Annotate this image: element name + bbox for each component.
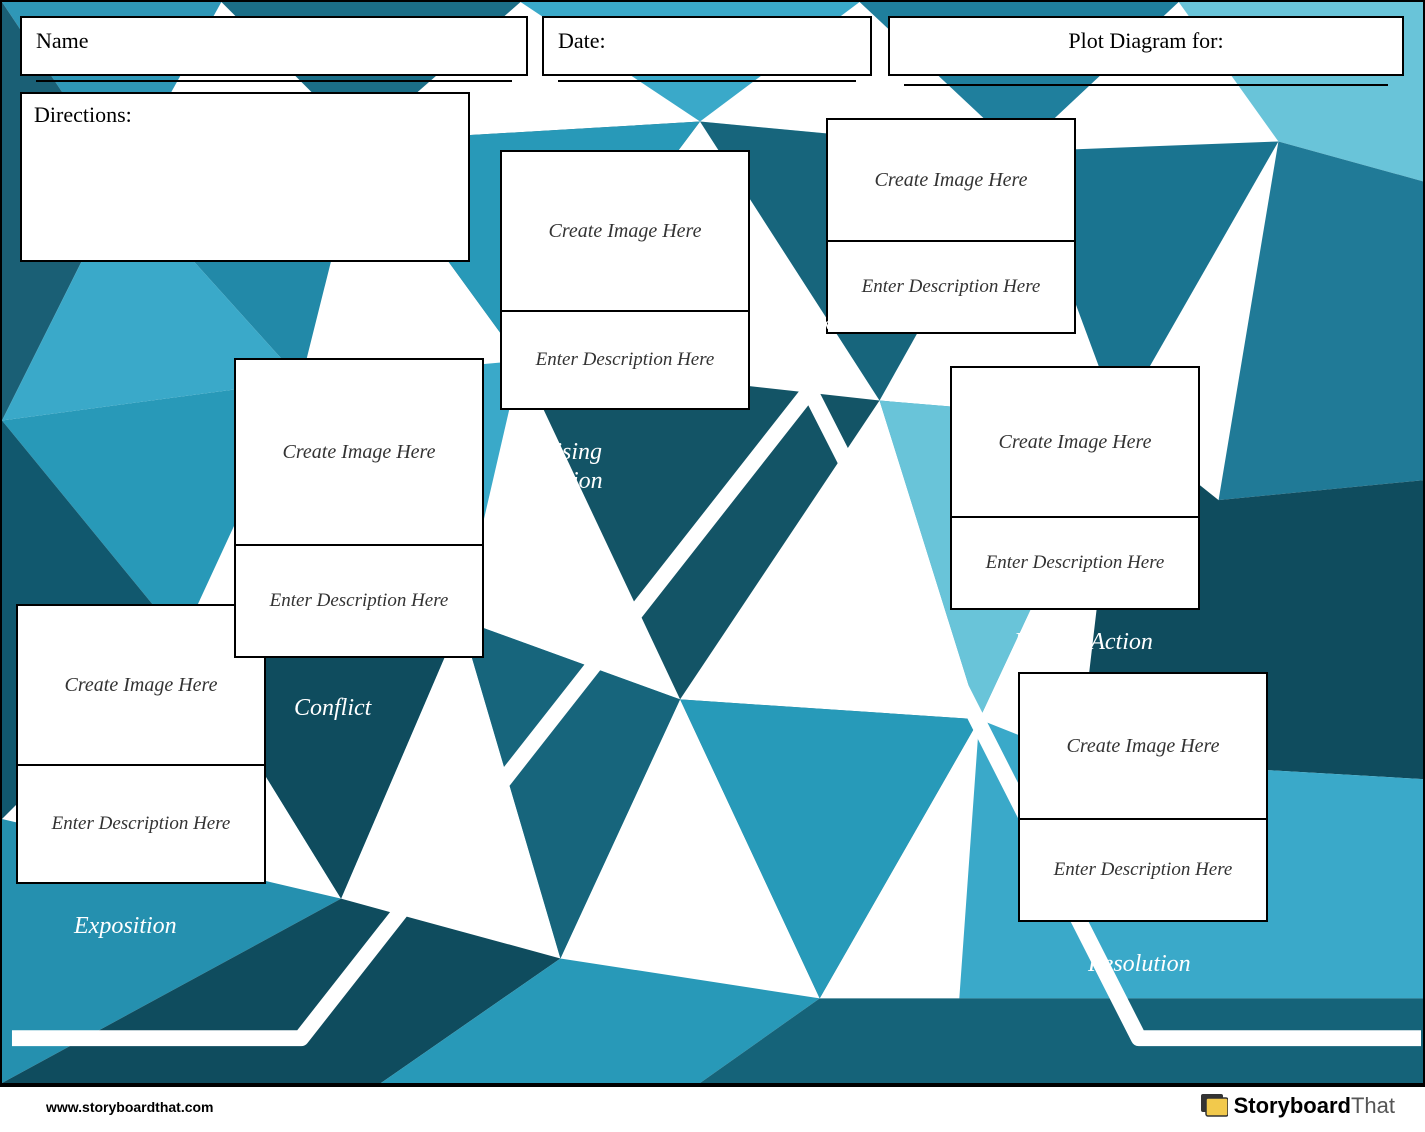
description-placeholder-resolution[interactable]: Enter Description Here <box>1020 820 1266 920</box>
description-placeholder-rising-action[interactable]: Enter Description Here <box>502 312 748 408</box>
stage-label-resolution: Resolution <box>1088 950 1191 979</box>
image-placeholder-rising-action[interactable]: Create Image Here <box>502 152 748 312</box>
stage-label-exposition: Exposition <box>74 912 177 941</box>
name-label: Name <box>36 28 89 54</box>
description-placeholder-climax[interactable]: Enter Description Here <box>828 242 1074 332</box>
title-field-box[interactable]: Plot Diagram for: <box>888 16 1404 76</box>
description-placeholder-conflict[interactable]: Enter Description Here <box>236 546 482 656</box>
card-exposition[interactable]: Create Image HereEnter Description Here <box>16 604 266 884</box>
name-field-box[interactable]: Name <box>20 16 528 76</box>
card-climax[interactable]: Create Image HereEnter Description Here <box>826 118 1076 334</box>
card-resolution[interactable]: Create Image HereEnter Description Here <box>1018 672 1268 922</box>
date-input-line[interactable] <box>558 56 856 82</box>
brand-thin: That <box>1351 1093 1395 1118</box>
description-placeholder-falling-action[interactable]: Enter Description Here <box>952 518 1198 608</box>
footer-brand: StoryboardThat <box>1200 1093 1395 1119</box>
title-label: Plot Diagram for: <box>1068 28 1223 54</box>
date-field-box[interactable]: Date: <box>542 16 872 76</box>
card-conflict[interactable]: Create Image HereEnter Description Here <box>234 358 484 658</box>
footer: www.storyboardthat.com StoryboardThat <box>0 1085 1425 1132</box>
title-input-line[interactable] <box>904 60 1388 86</box>
date-label: Date: <box>558 28 606 54</box>
worksheet-canvas: Name Date: Plot Diagram for: Directions:… <box>0 0 1425 1132</box>
image-placeholder-exposition[interactable]: Create Image Here <box>18 606 264 766</box>
stage-label-rising-action: RisingAction <box>540 438 603 496</box>
storyboard-icon <box>1200 1093 1228 1119</box>
stage-label-conflict: Conflict <box>294 694 371 723</box>
directions-box[interactable]: Directions: <box>20 92 470 262</box>
card-rising-action[interactable]: Create Image HereEnter Description Here <box>500 150 750 410</box>
image-placeholder-resolution[interactable]: Create Image Here <box>1020 674 1266 820</box>
description-placeholder-exposition[interactable]: Enter Description Here <box>18 766 264 882</box>
stage-label-falling-action: Falling Action <box>1014 628 1153 657</box>
card-falling-action[interactable]: Create Image HereEnter Description Here <box>950 366 1200 610</box>
stage-label-climax: Climax <box>762 308 831 337</box>
directions-label: Directions: <box>34 102 132 127</box>
image-placeholder-falling-action[interactable]: Create Image Here <box>952 368 1198 518</box>
footer-url: www.storyboardthat.com <box>46 1099 214 1115</box>
name-input-line[interactable] <box>36 56 512 82</box>
image-placeholder-climax[interactable]: Create Image Here <box>828 120 1074 242</box>
brand-bold: Storyboard <box>1234 1093 1351 1118</box>
image-placeholder-conflict[interactable]: Create Image Here <box>236 360 482 546</box>
